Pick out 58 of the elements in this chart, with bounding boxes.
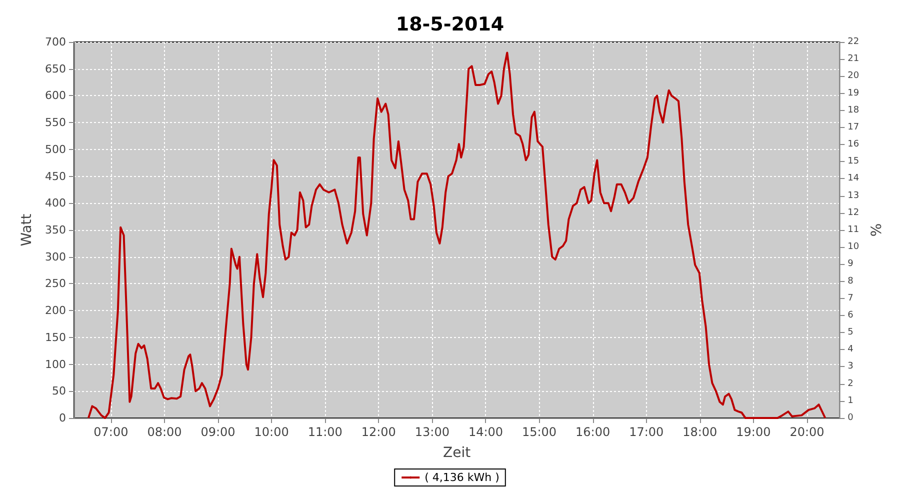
x-tick-label: 12:00: [361, 425, 396, 439]
y2-tick-label: 21: [848, 54, 860, 64]
y2-tick-label: 18: [848, 105, 860, 116]
y2-tick-label: 10: [848, 242, 860, 252]
y-tick-label: 100: [45, 358, 66, 371]
y-tick-label: 0: [59, 412, 66, 424]
y2-tick-label: 4: [848, 344, 854, 355]
y2-tick-label: 6: [848, 310, 854, 320]
x-tick-label: 07:00: [94, 425, 128, 439]
y-tick-label: 650: [45, 62, 66, 76]
y-axis-title: Watt: [19, 213, 35, 246]
x-axis-title: Zeit: [443, 445, 472, 461]
y-tick-label: 450: [45, 170, 66, 183]
x-tick-label: 10:00: [254, 425, 289, 439]
x-tick-label: 17:00: [629, 425, 664, 439]
y-tick-label: 500: [45, 142, 66, 156]
y2-tick-label: 7: [848, 293, 854, 304]
y2-tick-label: 1: [848, 396, 854, 406]
x-tick-label: 19:00: [736, 425, 771, 439]
y2-tick-label: 13: [848, 190, 860, 201]
y2-tick-label: 2: [848, 378, 854, 389]
y2-tick-label: 11: [848, 225, 860, 235]
y2-axis-title: %: [869, 223, 885, 237]
y-tick-label: 200: [45, 304, 66, 318]
x-tick-label: 11:00: [308, 425, 342, 439]
x-tick-label: 09:00: [200, 425, 236, 439]
x-tick-label: 16:00: [576, 425, 610, 439]
y2-tick-label: 17: [848, 122, 860, 132]
x-tick-label: 13:00: [414, 425, 450, 439]
y2-tick-label: 14: [848, 174, 860, 184]
y-tick-label: 400: [45, 196, 66, 210]
y-tick-label: 350: [45, 224, 66, 236]
y2-tick-label: 19: [848, 88, 860, 98]
y2-tick-label: 22: [848, 37, 860, 47]
y-tick-label: 50: [52, 384, 66, 398]
y2-tick-label: 5: [848, 328, 854, 338]
y-tick-label: 150: [45, 330, 66, 344]
x-tick-label: 14:00: [468, 425, 504, 439]
y2-tick-label: 9: [848, 259, 854, 270]
legend-label: ( 4,136 kWh ): [424, 471, 500, 484]
y-tick-label: 550: [45, 116, 66, 130]
x-tick-label: 08:00: [147, 425, 182, 439]
y2-tick-label: 20: [848, 71, 860, 82]
line-series: [87, 52, 826, 419]
chart-title: 18-5-2014: [396, 14, 504, 36]
y2-tick-label: 12: [848, 208, 860, 218]
y-tick-label: 250: [45, 277, 66, 290]
y2-tick-label: 15: [848, 156, 860, 167]
y-tick-label: 700: [45, 36, 66, 48]
y2-tick-label: 3: [848, 362, 854, 372]
x-tick-label: 20:00: [790, 425, 824, 439]
y2-tick-label: 8: [848, 276, 854, 286]
y2-tick-label: 16: [848, 140, 860, 150]
x-tick-label: 15:00: [522, 425, 557, 439]
x-tick-label: 18:00: [682, 425, 718, 439]
y2-tick-label: 0: [848, 413, 854, 423]
y-tick-label: 300: [45, 250, 66, 264]
y-tick-label: 600: [45, 89, 66, 102]
